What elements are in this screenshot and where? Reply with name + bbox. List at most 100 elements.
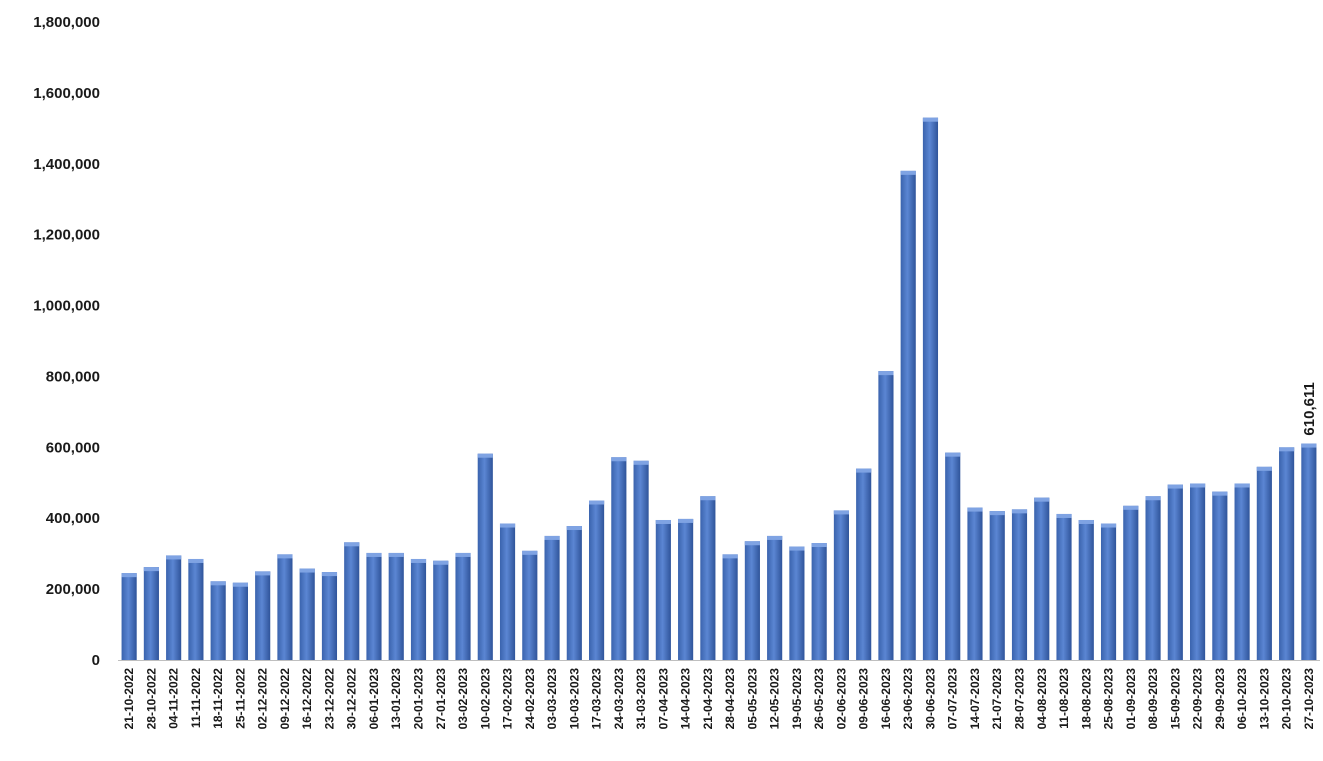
x-tick-label: 20-10-2023 — [1280, 668, 1294, 730]
x-tick-label: 25-11-2022 — [233, 668, 247, 729]
x-tick-label: 27-01-2023 — [434, 668, 448, 730]
bar-top-bevel — [967, 507, 983, 512]
bar — [344, 542, 360, 660]
bar-top-bevel — [210, 581, 226, 586]
x-tick-label: 29-09-2023 — [1213, 668, 1227, 730]
x-tick-label: 30-12-2022 — [345, 668, 359, 730]
bar-top-bevel — [299, 568, 315, 573]
bar-top-bevel — [1056, 513, 1072, 518]
bar — [410, 558, 427, 660]
x-tick-label: 01-09-2023 — [1124, 668, 1138, 730]
x-tick-label: 16-06-2023 — [879, 668, 893, 730]
bar — [166, 555, 182, 660]
bar-top-bevel — [366, 552, 382, 557]
bar-top-bevel — [344, 542, 360, 547]
bar-top-bevel — [277, 554, 293, 559]
bar-top-bevel — [744, 541, 760, 546]
bar — [655, 519, 671, 660]
x-tick-label: 17-03-2023 — [590, 668, 604, 730]
bar-top-bevel — [522, 550, 538, 555]
bar-top-bevel — [1034, 497, 1050, 502]
bar-top-bevel — [566, 526, 582, 531]
x-tick-label: 24-03-2023 — [612, 668, 626, 730]
bar-top-bevel — [722, 554, 738, 559]
x-tick-label: 14-04-2023 — [679, 668, 693, 730]
x-tick-label: 09-06-2023 — [857, 668, 871, 730]
bar — [1190, 483, 1206, 660]
bar — [433, 560, 449, 660]
bar — [299, 568, 315, 660]
bar — [767, 535, 783, 660]
x-tick-label: 16-12-2022 — [300, 668, 314, 730]
x-tick-label: 09-12-2022 — [278, 668, 292, 730]
bar-top-bevel — [477, 453, 493, 458]
bar — [678, 518, 694, 660]
bar-top-bevel — [1078, 519, 1094, 524]
bar — [945, 452, 961, 660]
x-tick-label: 08-09-2023 — [1146, 668, 1160, 730]
x-tick-label: 02-06-2023 — [834, 668, 848, 730]
bar — [277, 554, 293, 660]
bar-top-bevel — [544, 535, 560, 540]
bar — [1123, 505, 1139, 660]
x-tick-label: 12-05-2023 — [768, 668, 782, 730]
bar — [967, 507, 983, 660]
bar — [321, 572, 338, 660]
bar — [1167, 484, 1183, 660]
bar — [700, 496, 716, 660]
bar — [722, 554, 738, 660]
x-tick-label: 03-03-2023 — [545, 668, 559, 730]
bar — [1145, 496, 1161, 660]
bar-top-bevel — [589, 500, 605, 505]
bar — [1256, 466, 1272, 660]
x-tick-label: 21-10-2022 — [122, 668, 136, 730]
bar-top-bevel — [900, 170, 916, 175]
y-tick-label: 200,000 — [46, 581, 100, 598]
x-tick-label: 21-07-2023 — [990, 668, 1004, 730]
bar — [566, 526, 582, 660]
bar-top-bevel — [700, 496, 716, 501]
bar — [455, 552, 471, 660]
bar-top-bevel — [945, 452, 961, 457]
bar — [589, 500, 605, 660]
bar — [1212, 491, 1228, 660]
x-tick-label: 26-05-2023 — [812, 668, 826, 730]
bar — [1279, 447, 1295, 660]
x-tick-label: 28-07-2023 — [1013, 668, 1027, 730]
bar — [210, 581, 226, 660]
bar-top-bevel — [878, 371, 894, 376]
bar — [188, 558, 204, 660]
bar-top-bevel — [1279, 447, 1295, 452]
bar-top-bevel — [655, 519, 671, 524]
x-tick-label: 22-09-2023 — [1191, 668, 1205, 730]
bar-top-bevel — [678, 518, 694, 523]
bar-top-bevel — [1190, 483, 1206, 488]
y-tick-label: 1,600,000 — [33, 85, 100, 102]
data-label: 610,611 — [1301, 382, 1318, 435]
bar-top-bevel — [633, 460, 649, 465]
bar-top-bevel — [321, 572, 338, 577]
y-tick-label: 600,000 — [46, 439, 100, 456]
bar — [744, 541, 760, 660]
x-tick-label: 10-02-2023 — [478, 668, 492, 730]
bar-top-bevel — [143, 567, 159, 572]
bar-top-bevel — [1145, 496, 1161, 501]
bar-top-bevel — [922, 117, 939, 122]
bar — [856, 468, 872, 660]
bar-top-bevel — [767, 535, 783, 540]
bar-top-bevel — [499, 523, 516, 528]
bar-top-bevel — [433, 560, 449, 565]
bar-top-bevel — [1167, 484, 1183, 489]
x-tick-label: 23-12-2022 — [322, 668, 336, 730]
x-tick-label: 04-08-2023 — [1035, 668, 1049, 730]
bar — [1100, 523, 1117, 660]
bar — [143, 567, 159, 660]
x-tick-label: 27-10-2023 — [1302, 668, 1316, 730]
bar — [1034, 497, 1050, 660]
x-tick-label: 18-11-2022 — [211, 668, 225, 729]
bar-top-bevel — [989, 511, 1005, 516]
bar — [922, 117, 939, 660]
bar-top-bevel — [789, 546, 805, 551]
